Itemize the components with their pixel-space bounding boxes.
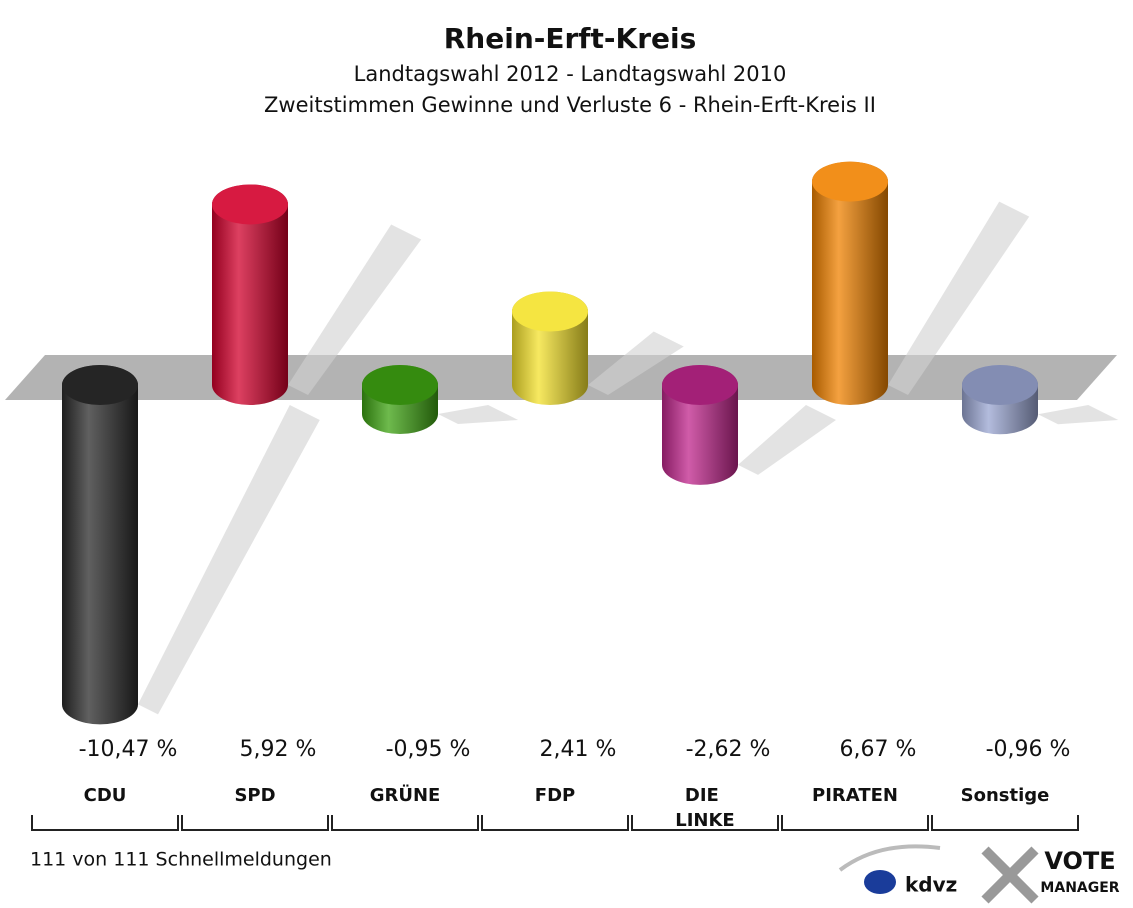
category-bracket bbox=[481, 815, 629, 831]
bars bbox=[62, 161, 1119, 725]
category-bracket bbox=[331, 815, 479, 831]
value-label: 5,92 % bbox=[240, 737, 317, 762]
bar-cap bbox=[962, 365, 1038, 405]
category-label: CDU bbox=[84, 785, 127, 806]
bar-shadow bbox=[588, 331, 684, 395]
category-bracket bbox=[631, 815, 779, 831]
bar-cap bbox=[62, 365, 138, 405]
category-label: GRÜNE bbox=[370, 784, 441, 806]
chart-subtitle: Zweitstimmen Gewinne und Verluste 6 - Rh… bbox=[264, 93, 876, 117]
bar-cap bbox=[512, 291, 588, 332]
bar bbox=[62, 365, 138, 725]
category-label: PIRATEN bbox=[812, 785, 898, 806]
footnote: 111 von 111 Schnellmeldungen bbox=[30, 849, 332, 871]
bar-cap bbox=[662, 365, 738, 405]
bar bbox=[812, 161, 888, 405]
category-bracket bbox=[181, 815, 329, 831]
bar-shadow bbox=[888, 201, 1030, 395]
category-bracket bbox=[781, 815, 929, 831]
bar-shadow bbox=[438, 405, 519, 424]
logo-cross bbox=[981, 846, 1039, 904]
bar-shadow bbox=[288, 224, 422, 395]
bar-cap bbox=[212, 184, 288, 225]
category-bracket bbox=[931, 815, 1079, 831]
logo-text: kdvz bbox=[905, 873, 957, 897]
value-label: 6,67 % bbox=[840, 737, 917, 762]
bar-shadow bbox=[1038, 405, 1119, 425]
category-label: FDP bbox=[535, 785, 575, 806]
bar-cap bbox=[362, 365, 438, 405]
bar-cap bbox=[812, 161, 888, 202]
category-bracket bbox=[31, 815, 179, 831]
logo-text: VOTE bbox=[1044, 847, 1115, 875]
logo-swoosh bbox=[838, 844, 941, 872]
value-label: 2,41 % bbox=[540, 737, 617, 762]
bar-shadow bbox=[138, 405, 320, 715]
category-label: Sonstige bbox=[961, 785, 1050, 806]
value-label: -10,47 % bbox=[79, 737, 178, 762]
logo-text: MANAGER bbox=[1040, 880, 1119, 896]
value-label: -2,62 % bbox=[686, 737, 771, 762]
category-label: SPD bbox=[234, 785, 275, 806]
category-label: DIE LINKE bbox=[675, 785, 734, 831]
bar-shadow bbox=[738, 405, 836, 475]
chart-subtitle: Landtagswahl 2012 - Landtagswahl 2010 bbox=[354, 62, 787, 86]
logo-dot bbox=[864, 870, 896, 894]
value-label: -0,95 % bbox=[386, 737, 471, 762]
chart-title: Rhein-Erft-Kreis bbox=[444, 22, 697, 55]
bar bbox=[212, 184, 288, 405]
value-label: -0,96 % bbox=[986, 737, 1071, 762]
